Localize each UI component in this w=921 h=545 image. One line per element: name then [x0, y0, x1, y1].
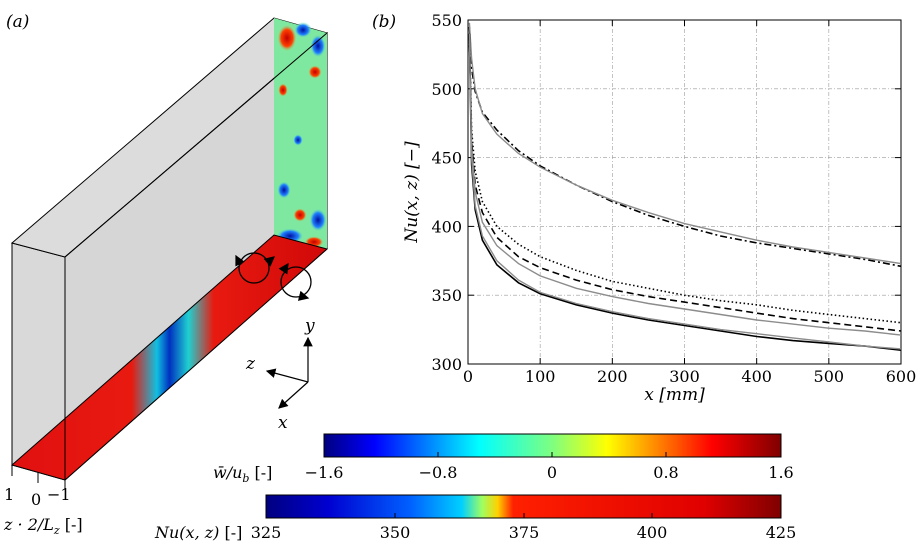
y-tick-label-1: 350 — [431, 286, 462, 305]
colorbar-w-tick-3: 0.8 — [653, 463, 678, 482]
series-line-4 — [468, 33, 902, 336]
colorbar-nu-ticks — [394, 513, 653, 518]
colorbar-nu-tick-0: 325 — [251, 523, 282, 542]
heated-wall-contour — [12, 235, 327, 480]
colorbar-w-tick-2: 0 — [547, 463, 557, 482]
coordinate-axes-icon — [265, 336, 313, 409]
colorbar-w-tick-4: 1.6 — [768, 463, 793, 482]
z-axis-label: z · 2/Lz [-] — [3, 515, 83, 537]
x-tick-label-5: 500 — [814, 367, 845, 386]
axis-z-label: z — [245, 354, 256, 374]
nusselt-line-chart: 0 100 200 300 400 500 600 300 350 400 450 500 550 x [… — [402, 11, 916, 405]
series-line-3 — [468, 33, 902, 332]
y-tick-label-4: 500 — [431, 80, 462, 99]
colorbar-nu-tick-4: 425 — [766, 523, 797, 542]
colorbar-w-label: w̄/ub [-] — [213, 463, 272, 485]
y-tick-label-2: 400 — [431, 217, 462, 236]
axis-y-label: y — [304, 316, 315, 336]
colorbar-w-tick-1: −0.8 — [419, 463, 458, 482]
y-tick-label-5: 550 — [431, 11, 462, 30]
x-axis-label: x [mm] — [644, 385, 705, 405]
colorbar-nu-label: Nu(x, z) [-] — [154, 523, 242, 542]
colorbar-w-ticks — [437, 452, 667, 457]
y-tick-label-3: 450 — [431, 149, 462, 168]
colorbar-nu-tick-2: 375 — [509, 523, 540, 542]
colorbar-w-tick-0: −1.6 — [305, 463, 344, 482]
panel-a-label: (a) — [6, 12, 29, 32]
axis-x-label: x — [278, 413, 288, 433]
y-tick-label-0: 300 — [431, 355, 462, 374]
series-line-1 — [468, 22, 902, 265]
panel-b-label: (b) — [372, 12, 396, 32]
x-tick-label-3: 300 — [669, 367, 700, 386]
colorbar-nu-tick-1: 350 — [380, 523, 411, 542]
z-tick-1: 1 — [4, 485, 14, 504]
cross-section-contour — [274, 18, 327, 249]
secondary-flow-vortex-icons — [235, 252, 312, 301]
colorbar-nu-tick-3: 400 — [637, 523, 668, 542]
z-tick-3: −1 — [47, 485, 71, 504]
x-tick-label-4: 400 — [741, 367, 772, 386]
series-line-0 — [468, 26, 902, 268]
x-tick-label-0: 0 — [463, 367, 473, 386]
series-line-5 — [468, 33, 902, 351]
series-line-6 — [468, 33, 902, 350]
x-tick-label-6: 600 — [886, 367, 917, 386]
x-tick-label-2: 200 — [597, 367, 628, 386]
y-axis-label: Nu(x, z) [−] — [402, 141, 422, 244]
z-tick-2: 0 — [31, 490, 41, 509]
series-line-2 — [468, 33, 902, 324]
x-tick-label-1: 100 — [525, 367, 556, 386]
